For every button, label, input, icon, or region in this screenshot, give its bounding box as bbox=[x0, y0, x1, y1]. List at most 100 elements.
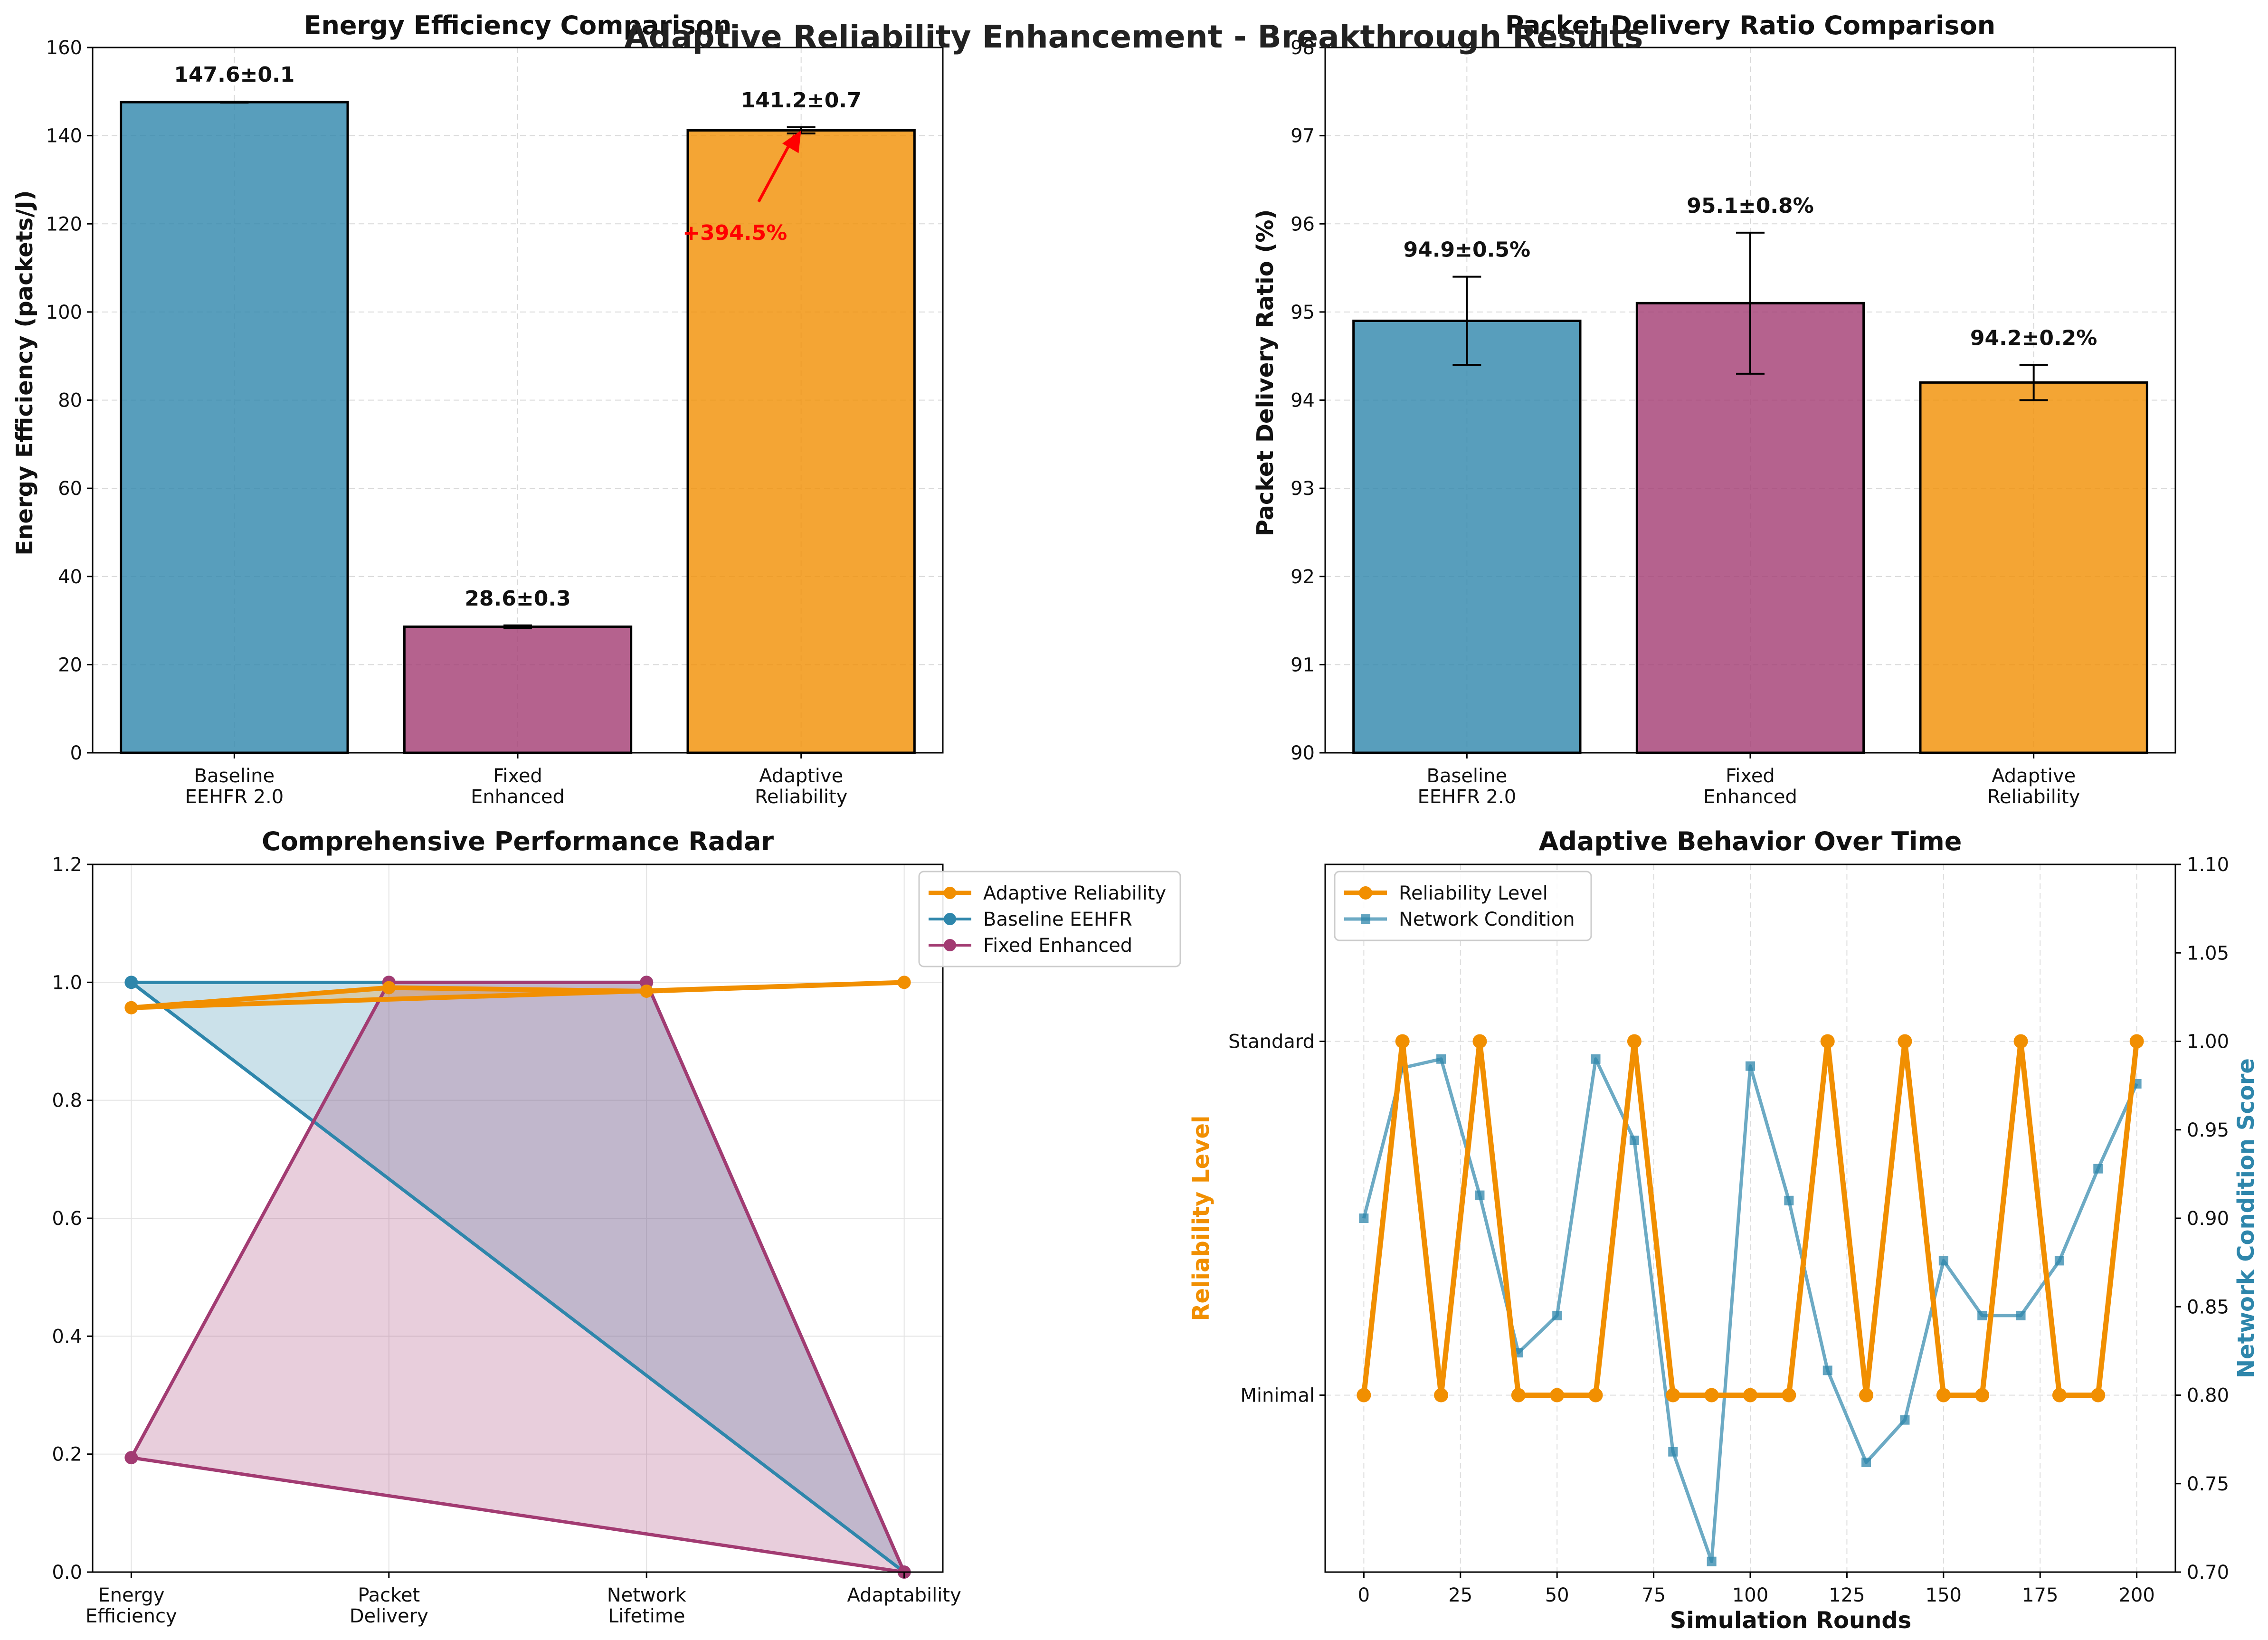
behavior-point-network-condition bbox=[1746, 1061, 1755, 1071]
behavior-x-tick-label: 100 bbox=[1732, 1584, 1768, 1606]
energy-y-tick-label: 80 bbox=[58, 390, 82, 412]
behavior-right-y-tick-label: 1.05 bbox=[2187, 942, 2229, 964]
radar-legend-label-adaptive-reliability: Adaptive Reliability bbox=[983, 882, 1166, 904]
annotation-arrow-head bbox=[782, 130, 801, 153]
behavior-right-y-tick-label: 0.85 bbox=[2187, 1296, 2229, 1318]
pdr-y-tick-label: 96 bbox=[1291, 213, 1315, 235]
behavior-left-y-ticks: Minimal Standard bbox=[1228, 1031, 1325, 1407]
pdr-value-label-fixed-enhanced: 95.1±0.8% bbox=[1687, 194, 1813, 218]
energy-value-label-fixed-enhanced: 28.6±0.3 bbox=[465, 587, 570, 611]
behavior-legend-label-network-condition: Network Condition bbox=[1399, 909, 1575, 930]
pdr-y-tick-label: 92 bbox=[1291, 566, 1315, 588]
radar-legend-marker-fixed-enhanced bbox=[944, 939, 956, 951]
behavior-right-y-tick-label: 0.80 bbox=[2187, 1385, 2229, 1407]
annotation-label: +394.5% bbox=[683, 221, 787, 245]
behavior-right-y-tick-label: 0.95 bbox=[2187, 1119, 2229, 1141]
behavior-right-y-tick-label: 1.00 bbox=[2187, 1031, 2229, 1053]
pdr-value-label-baseline-eehfr-2-0: 94.9±0.5% bbox=[1404, 238, 1530, 262]
performance-radar-panel: 0.0 0.2 0.4 0.6 0.8 1.0 1.2 Energy Efficiency Pa… bbox=[52, 826, 1181, 1627]
energy-title: Energy Efficiency Comparison bbox=[304, 10, 732, 40]
radar-lines bbox=[124, 976, 911, 1579]
pdr-title: Packet Delivery Ratio Comparison bbox=[1505, 10, 1995, 40]
behavior-point-reliability-level bbox=[2129, 1034, 2144, 1049]
behavior-point-network-condition bbox=[1707, 1556, 1717, 1566]
figure-suptitle: Adaptive Reliability Enhancement - Break… bbox=[625, 19, 1643, 55]
radar-y-tick-label: 0.6 bbox=[52, 1208, 82, 1230]
behavior-right-y-tick-label: 0.75 bbox=[2187, 1473, 2229, 1495]
energy-bar-adaptive-reliability bbox=[686, 129, 916, 754]
behavior-right-y-tick-label: 0.90 bbox=[2187, 1208, 2229, 1230]
behavior-axes-frame bbox=[1324, 863, 2176, 1573]
energy-efficiency-panel: 147.6±0.1 28.6±0.3 141.2±0.7 0 20 40 60 80 100 1… bbox=[11, 10, 944, 808]
radar-legend-marker-baseline-eehfr bbox=[944, 913, 956, 925]
pdr-bar-fixed-enhanced bbox=[1635, 302, 1865, 754]
behavior-point-network-condition bbox=[1938, 1256, 1948, 1266]
radar-legend-box bbox=[918, 871, 1181, 967]
behavior-point-network-condition bbox=[2016, 1310, 2026, 1320]
energy-y-ticks: 0 20 40 60 80 100 120 140 160 bbox=[46, 37, 93, 764]
behavior-point-reliability-level bbox=[1898, 1034, 1912, 1049]
behavior-x-tick-label: 50 bbox=[1545, 1584, 1569, 1606]
energy-y-tick-label: 60 bbox=[58, 478, 82, 500]
behavior-x-tick-label: 25 bbox=[1448, 1584, 1472, 1606]
energy-value-label-adaptive-reliability: 141.2±0.7 bbox=[741, 88, 862, 113]
energy-bar-fixed-enhanced bbox=[403, 626, 633, 754]
pdr-y-axis-label: Packet Delivery Ratio (%) bbox=[1252, 209, 1279, 537]
behavior-legend-marker-reliability-level bbox=[1359, 886, 1372, 900]
radar-y-tick-label: 1.2 bbox=[52, 854, 82, 876]
behavior-point-network-condition bbox=[2054, 1256, 2064, 1266]
packet-delivery-panel: 94.9±0.5% 95.1±0.8% 94.2±0.2% 90 91 92 93 94 95… bbox=[1252, 10, 2176, 808]
behavior-left-y-tick-label-minimal: Minimal bbox=[1240, 1385, 1315, 1407]
behavior-point-reliability-level bbox=[1743, 1388, 1757, 1403]
behavior-title: Adaptive Behavior Over Time bbox=[1539, 826, 1962, 856]
behavior-right-y-tick-label: 1.10 bbox=[2187, 854, 2229, 876]
energy-value-label-baseline-eehfr-2-0: 147.6±0.1 bbox=[174, 63, 294, 87]
behavior-right-y-axis-label: Network Condition Score bbox=[2233, 1058, 2259, 1378]
behavior-point-reliability-level bbox=[1975, 1388, 1990, 1403]
pdr-y-tick-label: 97 bbox=[1291, 125, 1315, 147]
behavior-point-reliability-level bbox=[1395, 1034, 1410, 1049]
behavior-point-reliability-level bbox=[2013, 1034, 2028, 1049]
behavior-point-reliability-level bbox=[1859, 1388, 1874, 1403]
radar-point-adaptive-reliability bbox=[124, 1001, 138, 1014]
radar-x-tick-label-energy-efficiency: Energy Efficiency bbox=[85, 1584, 177, 1627]
behavior-point-reliability-level bbox=[1588, 1388, 1603, 1403]
behavior-left-y-axis-label: Reliability Level bbox=[1188, 1116, 1215, 1321]
behavior-x-axis-label: Simulation Rounds bbox=[1670, 1607, 1912, 1634]
behavior-point-reliability-level bbox=[1820, 1034, 1835, 1049]
energy-y-tick-label: 20 bbox=[58, 654, 82, 676]
behavior-point-network-condition bbox=[1784, 1195, 1794, 1205]
pdr-bars: 94.9±0.5% 95.1±0.8% 94.2±0.2% bbox=[1352, 194, 2148, 754]
energy-bars: 147.6±0.1 28.6±0.3 141.2±0.7 bbox=[120, 63, 916, 754]
radar-x-tick-label-adaptability: Adaptability bbox=[847, 1584, 961, 1606]
pdr-x-ticks: Baseline EEHFR 2.0 Fixed Enhanced Adaptive Re… bbox=[1417, 753, 2080, 808]
radar-legend-label-baseline-eehfr: Baseline EEHFR bbox=[983, 909, 1132, 930]
radar-y-ticks: 0.0 0.2 0.4 0.6 0.8 1.0 1.2 bbox=[52, 854, 93, 1583]
behavior-right-y-tick-label: 0.70 bbox=[2187, 1562, 2229, 1583]
behavior-point-network-condition bbox=[2093, 1164, 2103, 1174]
behavior-legend-label-reliability-level: Reliability Level bbox=[1399, 882, 1548, 904]
behavior-point-network-condition bbox=[1591, 1054, 1601, 1064]
energy-x-tick-label-baseline-eehfr-2-0: Baseline EEHFR 2.0 bbox=[185, 765, 284, 808]
radar-x-tick-label-network-lifetime: Network Lifetime bbox=[607, 1584, 687, 1627]
pdr-x-tick-label-fixed-enhanced: Fixed Enhanced bbox=[1703, 765, 1797, 808]
pdr-y-tick-label: 91 bbox=[1291, 654, 1315, 676]
behavior-right-y-ticks: 0.70 0.75 0.80 0.85 0.90 0.95 1.00 1.05 1.10 bbox=[2175, 854, 2229, 1583]
radar-y-tick-label: 0.4 bbox=[52, 1326, 82, 1347]
radar-y-tick-label: 0.0 bbox=[52, 1562, 82, 1583]
energy-y-tick-label: 100 bbox=[46, 302, 82, 323]
energy-bar-baseline-eehfr-2-0 bbox=[120, 101, 349, 754]
behavior-point-reliability-level bbox=[1704, 1388, 1719, 1403]
radar-y-tick-label: 1.0 bbox=[52, 972, 82, 994]
energy-y-tick-label: 0 bbox=[70, 742, 82, 764]
pdr-x-tick-label-adaptive-reliability: Adaptive Reliability bbox=[1987, 765, 2080, 808]
behavior-point-network-condition bbox=[1552, 1310, 1562, 1320]
radar-y-tick-label: 0.2 bbox=[52, 1444, 82, 1466]
behavior-point-network-condition bbox=[1861, 1458, 1871, 1468]
behavior-point-reliability-level bbox=[1511, 1388, 1526, 1403]
energy-y-tick-label: 140 bbox=[46, 125, 82, 147]
energy-x-tick-label-adaptive-reliability: Adaptive Reliability bbox=[755, 765, 847, 808]
behavior-legend-box bbox=[1334, 871, 1592, 941]
